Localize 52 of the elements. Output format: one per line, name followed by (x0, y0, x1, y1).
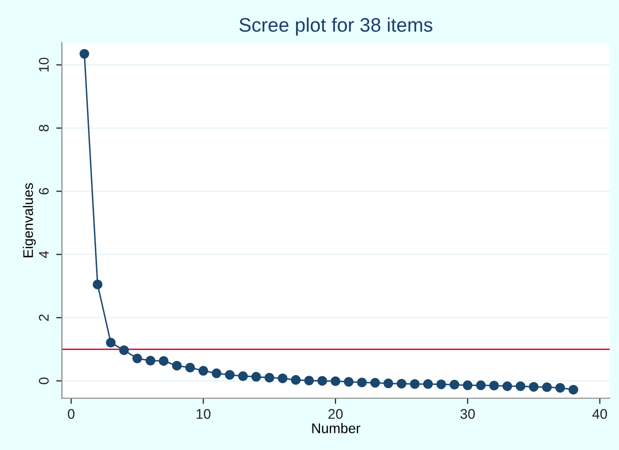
point (278, 373, 288, 384)
point (146, 356, 156, 366)
y-tick-label: 10 (38, 58, 49, 72)
point (410, 379, 420, 389)
point (489, 380, 499, 390)
point (185, 362, 195, 372)
point (224, 370, 235, 380)
y-axis-title: Eigenvalues (22, 183, 36, 258)
point (357, 378, 367, 388)
x-tick-label: 30 (460, 409, 475, 419)
point (476, 380, 486, 390)
chart-title: Scree plot for 38 items (239, 18, 432, 36)
point (198, 366, 208, 376)
point (132, 354, 142, 364)
point (528, 382, 539, 392)
point (172, 360, 182, 371)
point (106, 338, 116, 348)
point (516, 381, 526, 392)
x-tick-label: 0 (68, 409, 74, 419)
point (450, 380, 460, 390)
point (383, 378, 394, 388)
y-tick-label: 8 (38, 124, 49, 132)
y-tick-label: 0 (38, 378, 49, 384)
point (555, 382, 566, 393)
point (304, 376, 314, 386)
point (238, 371, 248, 381)
point (264, 372, 274, 383)
point (317, 376, 328, 386)
point (119, 345, 129, 356)
point (330, 376, 340, 386)
x-tick-label: 40 (592, 409, 607, 419)
point (92, 280, 102, 290)
point (396, 378, 406, 389)
point (344, 376, 354, 387)
point (80, 48, 90, 59)
point (568, 384, 578, 395)
y-tick-label: 2 (38, 314, 49, 321)
y-tick-label: 4 (39, 251, 49, 258)
point (436, 379, 446, 390)
y-tick-label: 6 (38, 188, 49, 194)
point (212, 368, 222, 378)
point (462, 380, 472, 390)
point (502, 381, 512, 392)
x-tick-label: 20 (328, 409, 343, 419)
point (370, 378, 380, 388)
x-axis-title: Number (312, 423, 360, 434)
point (542, 382, 552, 392)
point (290, 375, 301, 385)
x-tick-label: 10 (196, 409, 210, 419)
point (423, 379, 433, 389)
point (158, 356, 169, 366)
point (251, 372, 262, 382)
